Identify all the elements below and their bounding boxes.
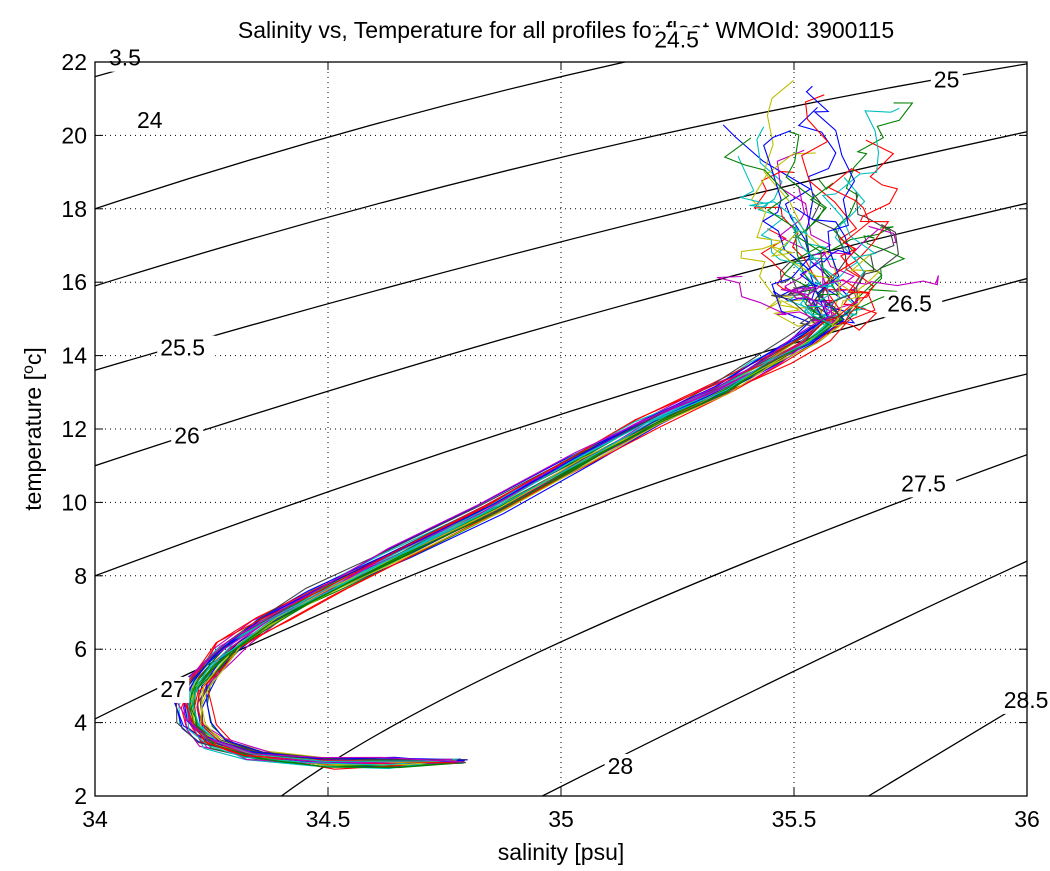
profile-line: [175, 275, 939, 763]
profile-line: [193, 178, 839, 769]
y-tick-label: 20: [61, 122, 87, 148]
density-contour-28.5: [868, 700, 1027, 796]
contour-label-27.5: 27.5: [901, 470, 946, 496]
contour-label-bg: [171, 423, 204, 450]
y-tick-label: 2: [74, 783, 87, 809]
contour-label-bg: [1000, 687, 1050, 714]
density-contour-25.5: [95, 131, 1027, 371]
x-tick-label: 34.5: [306, 806, 351, 832]
contour-label-25.5: 25.5: [160, 335, 205, 361]
profile-line: [183, 85, 856, 764]
profile-line: [184, 279, 830, 761]
y-tick-label: 4: [74, 710, 87, 736]
contour-label-bg: [157, 676, 190, 703]
contour-label-bg: [898, 471, 957, 498]
profile-line: [183, 275, 820, 764]
profile-line: [206, 102, 914, 761]
profile-line: [188, 149, 832, 768]
contour-label-bg: [930, 67, 963, 94]
density-contour-25: [95, 63, 1027, 287]
x-tick-label: 34: [82, 806, 108, 832]
profile-line: [196, 94, 875, 770]
contour-labels: 3.5 24 24.5 25 25.5 26 26.5 27 27.5 28 28.5: [105, 26, 1050, 780]
x-axis-label: salinity [psu]: [498, 839, 625, 865]
profile-line: [199, 252, 881, 766]
density-contour-24.5: [95, 62, 628, 210]
profile-line: [189, 234, 906, 766]
profile-line: [206, 171, 876, 762]
contour-label-26: 26: [174, 423, 200, 449]
profile-line: [187, 139, 899, 764]
contour-label-bg: [105, 45, 151, 72]
x-tick-label: 36: [1014, 806, 1040, 832]
contour-label-24.5: 24.5: [654, 26, 699, 52]
contour-label-bg: [157, 335, 216, 362]
profile-line: [201, 282, 856, 768]
contour-label-25: 25: [934, 67, 960, 93]
y-tick-label: 14: [61, 343, 87, 369]
y-axis-label-sup: o: [20, 365, 37, 374]
grid: [95, 62, 1027, 796]
profile-line: [190, 155, 832, 764]
profile-line: [196, 124, 856, 765]
y-tick-label: 10: [61, 489, 87, 515]
y-tick-label: 8: [74, 563, 87, 589]
contour-label-26.5: 26.5: [887, 291, 932, 317]
profile-line: [191, 152, 826, 762]
chart-title: Salinity vs, Temperature for all profile…: [238, 17, 894, 43]
y-axis-label: temperature [oc]: [20, 347, 46, 511]
profile-line: [178, 126, 820, 767]
profile-line: [190, 79, 841, 767]
density-contour-27.5: [281, 454, 1027, 796]
density-contour-23.5: [95, 0, 421, 18]
profile-line: [184, 168, 871, 764]
contour-label-23.5: 3.5: [109, 45, 141, 71]
y-tick-label: 6: [74, 636, 87, 662]
x-tick-label: 35.5: [772, 806, 817, 832]
x-tick-label: 35: [548, 806, 574, 832]
contour-label-24: 24: [137, 107, 163, 133]
contour-label-bg: [133, 108, 166, 135]
y-axis-label-main: temperature [: [20, 373, 46, 510]
profile-line: [192, 137, 844, 768]
profile-line: [199, 191, 847, 764]
y-axis-label-tail: c]: [20, 347, 46, 365]
y-tick-label: 22: [61, 49, 87, 75]
contour-label-bg: [884, 291, 943, 318]
profile-line: [183, 185, 833, 765]
contour-label-27: 27: [160, 676, 186, 702]
y-tick-label: 12: [61, 416, 87, 442]
profile-line: [191, 177, 866, 763]
contour-label-bg: [651, 27, 710, 54]
profiles: [173, 79, 939, 770]
profile-line: [192, 217, 842, 762]
profile-line: [200, 230, 861, 763]
contour-label-28: 28: [608, 753, 634, 779]
y-tick-label: 18: [61, 196, 87, 222]
profile-line: [196, 295, 835, 764]
x-axis-ticks: 34 34.5 35 35.5 36: [82, 62, 1040, 832]
contour-label-bg: [604, 753, 637, 780]
contour-label-28.5: 28.5: [1004, 687, 1049, 713]
y-tick-label: 16: [61, 269, 87, 295]
profile-line: [190, 226, 894, 768]
profile-line: [173, 107, 837, 764]
